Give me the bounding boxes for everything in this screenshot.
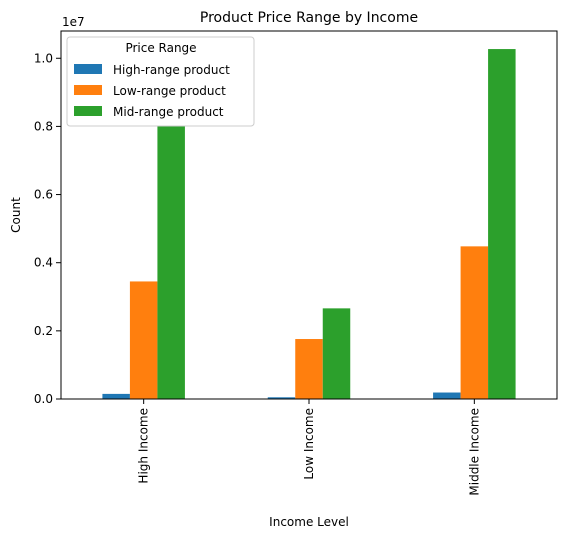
bar — [488, 49, 516, 399]
y-scale-label: 1e7 — [62, 15, 85, 29]
bar — [295, 339, 323, 399]
bar — [157, 126, 185, 399]
bar — [129, 281, 158, 399]
legend-label: High-range product — [113, 63, 230, 77]
x-tick-label: Low Income — [302, 408, 316, 480]
bar — [267, 397, 296, 399]
legend: Price Range High-range product Low-range … — [66, 36, 255, 127]
bar — [102, 393, 130, 399]
bar — [460, 246, 489, 399]
bar — [433, 392, 461, 399]
x-tick-label: High Income — [137, 408, 151, 484]
legend-swatch — [74, 106, 102, 116]
x-tick-label: Middle Income — [467, 408, 481, 496]
y-tick-label: 0.4 — [34, 256, 53, 270]
legend-swatch — [74, 85, 102, 95]
y-tick-label: 0.6 — [34, 188, 53, 202]
y-tick-label: 0.0 — [34, 392, 53, 406]
y-tick-label: 0.2 — [34, 324, 53, 338]
legend-box — [66, 36, 255, 127]
x-axis-label: Income Level — [269, 515, 349, 529]
plot-frame — [60, 30, 558, 400]
y-axis-label: Count — [9, 197, 23, 233]
legend-label: Mid-range product — [113, 105, 224, 119]
legend-swatch — [74, 64, 102, 74]
y-tick-label: 1.0 — [34, 51, 53, 65]
chart-title: Product Price Range by Income — [200, 10, 418, 26]
legend-label: Low-range product — [113, 84, 226, 98]
plot-area: 0.0 0.2 0.4 0.6 0.8 1.0 High Income Low Income M… — [34, 49, 516, 496]
bar — [322, 308, 351, 399]
legend-entries: High-range product Low-range product Mid-r… — [74, 63, 230, 119]
y-tick-label: 0.8 — [34, 119, 53, 133]
legend-title: Price Range — [125, 41, 196, 55]
